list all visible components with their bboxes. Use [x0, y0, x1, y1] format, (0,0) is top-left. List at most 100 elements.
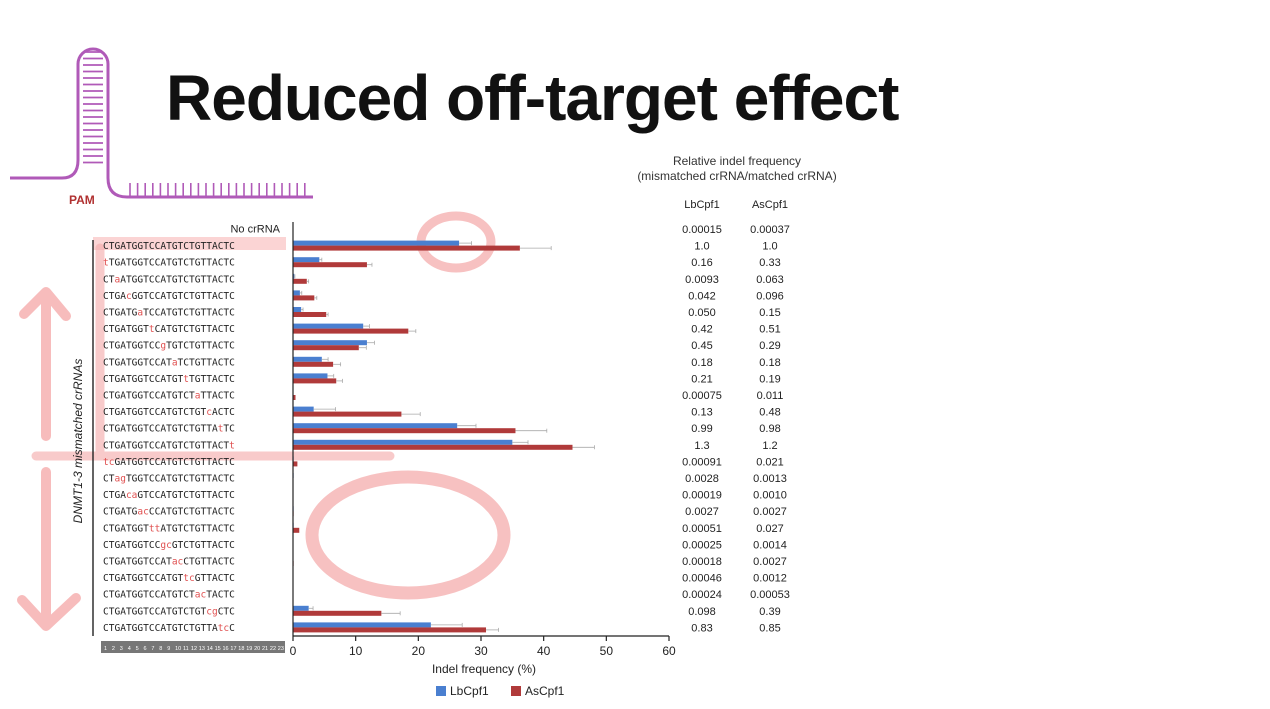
bar-lbcpf1 [293, 373, 328, 379]
relative-value-ascpf1: 0.48 [759, 407, 780, 419]
relative-value-ascpf1: 0.027 [756, 523, 784, 535]
bar-lbcpf1 [293, 406, 314, 412]
category-label-no-crrna: No crRNA [230, 224, 280, 236]
crrna-hairpin-diagram [10, 47, 313, 199]
crrna-sequence: CTGATGGTCCATGTCTGTcgCTC [103, 606, 235, 617]
relative-table-title: Relative indel frequency (mismatched crR… [608, 154, 866, 184]
position-number: 3 [120, 646, 123, 652]
bar-lbcpf1 [293, 307, 302, 312]
bar-ascpf1 [293, 461, 298, 467]
crrna-sequence: CTGATGGTCCATGTCTGTcACTC [103, 407, 235, 418]
position-number: 2 [112, 646, 115, 652]
x-tick-label: 10 [349, 644, 363, 658]
relative-value-lbcpf1: 0.42 [691, 324, 712, 336]
down-arrow-annotation [17, 467, 81, 631]
relative-value-ascpf1: 0.33 [759, 257, 780, 269]
crrna-sequence-labels: No crRNA CTGATGGTCCATGTCTGTTACTC tTGATGGTC… [103, 224, 281, 634]
relative-value-ascpf1: 0.0027 [753, 506, 787, 518]
crrna-sequence: tcGATGGTCCATGTCTGTTACTC [103, 457, 235, 468]
relative-value-lbcpf1: 0.00025 [682, 539, 722, 551]
crrna-sequence: CTGATGGTCCATGTtTGTTACTC [103, 374, 235, 385]
crrna-sequence: CTGATGGTCCATGTCTaTTACTC [103, 391, 235, 402]
relative-value-ascpf1: 0.85 [759, 622, 780, 634]
bar-ascpf1 [293, 378, 337, 384]
relative-value-lbcpf1: 0.0027 [685, 506, 719, 518]
relative-value-ascpf1: 1.0 [762, 241, 777, 253]
crrna-strand [10, 47, 313, 199]
position-number: 13 [199, 646, 205, 652]
relative-value-lbcpf1: 0.21 [691, 373, 712, 385]
bar-lbcpf1 [293, 290, 300, 296]
crrna-sequence: CTGATGGTtCATGTCTGTTACTC [103, 324, 235, 335]
crrna-sequence: CTGATGGTCCATGTCTGTTAtTC [103, 424, 235, 435]
hairpin-stem-pairs [83, 51, 103, 164]
x-tick-label: 40 [537, 644, 551, 658]
relative-table-title-line1: Relative indel frequency [672, 154, 802, 168]
bar-ascpf1 [293, 411, 402, 417]
bar-ascpf1 [293, 444, 573, 450]
crrna-sequence: CTGATGGTCCATaTCTGTTACTC [103, 357, 235, 368]
circle-annotation-large [305, 470, 511, 600]
position-number: 6 [144, 646, 147, 652]
crrna-sequence: CTaATGGTCCATGTCTGTTACTC [103, 274, 235, 285]
position-number: 10 [175, 646, 181, 652]
relative-value-ascpf1: 0.021 [756, 456, 784, 468]
bar-lbcpf1 [293, 356, 322, 362]
position-number: 9 [167, 646, 170, 652]
error-bars [294, 241, 595, 632]
bar-ascpf1 [293, 245, 520, 251]
relative-value-lbcpf1: 0.00075 [682, 390, 722, 402]
crrna-sequence: CTGAcaGTCCATGTCTGTTACTC [103, 490, 235, 501]
crrna-sequence: CTGATGacCCATGTCTGTTACTC [103, 507, 235, 518]
crrna-sequence: tTGATGGTCCATGTCTGTTACTC [103, 258, 235, 269]
x-tick-label: 60 [662, 644, 676, 658]
relative-value-lbcpf1: 0.098 [688, 606, 716, 618]
relative-value-ascpf1: 0.51 [759, 324, 780, 336]
relative-value-ascpf1: 0.18 [759, 357, 780, 369]
legend-label-lbcpf1: LbCpf1 [450, 684, 489, 698]
position-number: 12 [191, 646, 197, 652]
position-number: 17 [230, 646, 236, 652]
relative-value-lbcpf1: 0.050 [688, 307, 716, 319]
legend: LbCpf1 AsCpf1 [436, 684, 565, 698]
relative-value-ascpf1: 0.15 [759, 307, 780, 319]
position-number: 16 [223, 646, 229, 652]
bar-lbcpf1 [293, 240, 460, 246]
relative-value-ascpf1: 0.0014 [753, 539, 787, 551]
relative-table-title-line2: (mismatched crRNA/matched crRNA) [637, 169, 837, 183]
relative-value-ascpf1: 0.29 [759, 340, 780, 352]
relative-value-lbcpf1: 1.3 [694, 440, 709, 452]
relative-value-lbcpf1: 0.0093 [685, 274, 719, 286]
group-label: DNMT1-3 mismatched crRNAs [71, 359, 85, 524]
position-number: 19 [246, 646, 252, 652]
relative-frequency-table: 0.00015 0.00037 1.0 1.0 0.16 0.33 0.0093 0.063 0… [682, 224, 790, 634]
bar-lbcpf1 [293, 273, 295, 279]
position-number: 22 [270, 646, 276, 652]
bar-ascpf1 [293, 428, 516, 434]
relative-value-ascpf1: 0.0012 [753, 573, 787, 585]
bar-ascpf1 [293, 262, 367, 268]
relative-value-ascpf1: 0.39 [759, 606, 780, 618]
bar-lbcpf1 [293, 257, 320, 263]
crrna-sequence: CTGATGGTCCATGTCTGTTACTC [103, 241, 235, 252]
relative-col-header-lbcpf1: LbCpf1 [684, 199, 719, 211]
relative-value-ascpf1: 0.0027 [753, 556, 787, 568]
x-tick-label: 50 [600, 644, 614, 658]
crrna-sequence: CTagTGGTCCATGTCTGTTACTC [103, 474, 235, 485]
bar-ascpf1 [293, 312, 327, 317]
relative-value-lbcpf1: 0.00024 [682, 589, 722, 601]
position-number: 21 [262, 646, 268, 652]
relative-value-lbcpf1: 0.00019 [682, 490, 722, 502]
crrna-sequence: CTGATGGTCCATGTtcGTTACTC [103, 573, 235, 584]
bar-ascpf1 [293, 328, 409, 334]
relative-value-ascpf1: 0.0013 [753, 473, 787, 485]
position-number: 20 [254, 646, 260, 652]
relative-value-lbcpf1: 0.00015 [682, 224, 722, 236]
relative-value-lbcpf1: 0.16 [691, 257, 712, 269]
relative-value-lbcpf1: 0.00051 [682, 523, 722, 535]
up-arrow-annotation [19, 287, 71, 441]
x-axis-ticks: 0 10 20 30 40 50 60 [290, 636, 676, 658]
bar-lbcpf1 [293, 323, 364, 329]
relative-value-lbcpf1: 0.13 [691, 407, 712, 419]
